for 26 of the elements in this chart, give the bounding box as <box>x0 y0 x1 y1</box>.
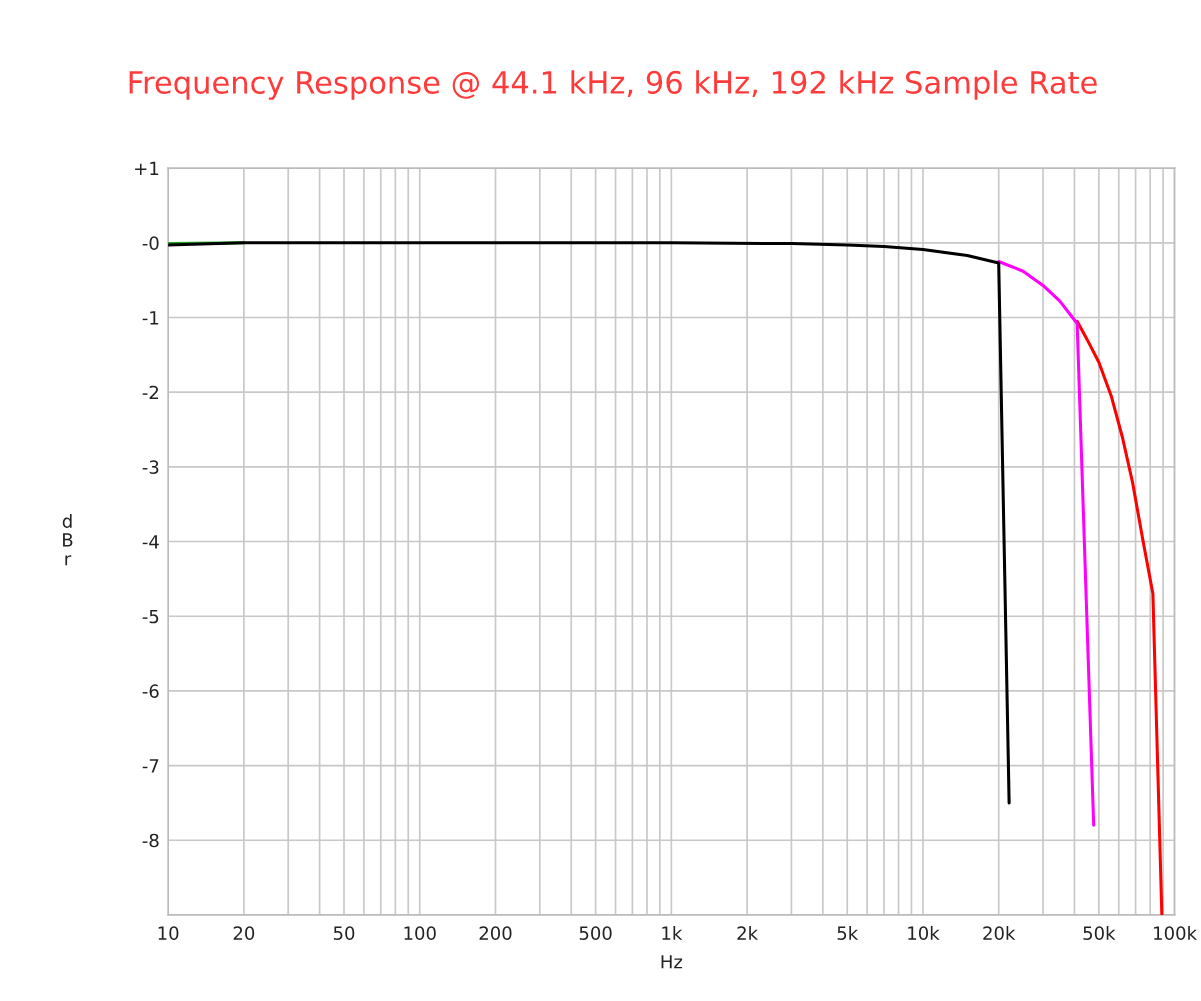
x-tick-label: 50 <box>333 926 355 940</box>
chart-title: Frequency Response @ 44.1 kHz, 96 kHz, 192 kHz Sample Rate <box>129 70 1097 100</box>
y-tick-label: +1 <box>135 161 159 176</box>
x-tick-label: 20k <box>983 926 1016 940</box>
x-tick-label: 20 <box>233 926 255 940</box>
y-tick-label: -2 <box>142 385 158 400</box>
y-tick-label: -7 <box>142 759 159 773</box>
y-tick-label: -3 <box>142 460 159 474</box>
y-tick-label: -8 <box>142 833 159 848</box>
x-tick-label: 200 <box>479 926 512 940</box>
x-tick-label: 500 <box>579 926 612 940</box>
x-tick-label: 10k <box>908 926 940 940</box>
y-tick-label: -5 <box>142 609 159 624</box>
x-tick-label: 10 <box>158 926 179 940</box>
x-tick-label: 100 <box>404 926 436 940</box>
x-axis-title: Hz <box>661 955 683 969</box>
y-tick-label: -6 <box>142 684 159 699</box>
x-tick-label: 50k <box>1083 926 1116 940</box>
y-tick-label: -0 <box>142 236 159 250</box>
x-tick-label: 1k <box>662 926 683 940</box>
y-axis-title: d B r <box>62 513 73 566</box>
x-tick-label: 2k <box>737 926 759 940</box>
x-tick-label: 5k <box>837 926 859 940</box>
y-tick-label: -1 <box>142 311 159 325</box>
y-tick-label: -4 <box>142 535 159 549</box>
x-tick-label: 100k <box>1154 926 1197 940</box>
